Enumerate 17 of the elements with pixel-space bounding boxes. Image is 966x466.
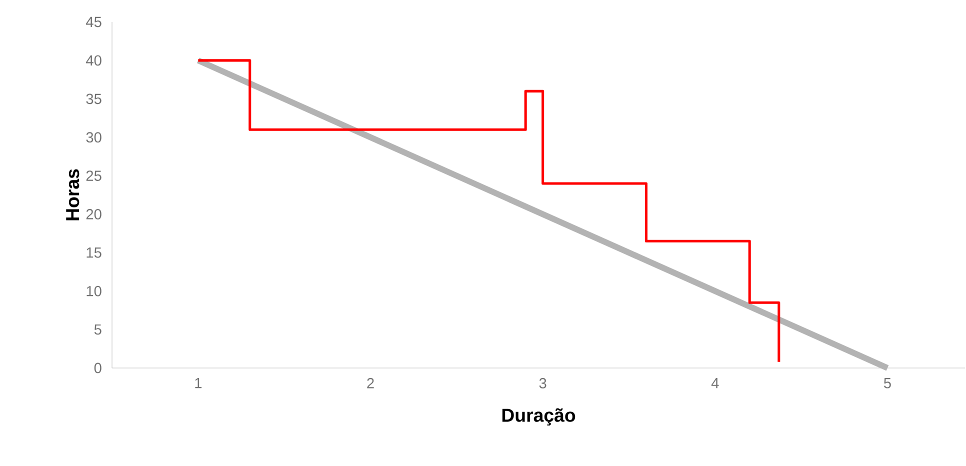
x-tick-label: 3	[539, 378, 546, 388]
y-tick-label: 0	[94, 362, 102, 374]
x-tick-label: 1	[195, 378, 202, 388]
y-tick-label: 45	[86, 16, 102, 28]
y-tick-label: 30	[86, 132, 102, 143]
x-tick-label: 2	[367, 378, 374, 388]
x-tick-label: 4	[711, 378, 719, 388]
y-tick-label: 15	[86, 248, 102, 258]
y-tick-label: 35	[86, 94, 102, 104]
y-tick-label: 40	[86, 55, 102, 66]
y-tick-label: 5	[94, 324, 102, 335]
y-tick-label: 20	[86, 209, 102, 220]
x-tick-label: 5	[884, 378, 891, 388]
y-tick-label: 25	[86, 170, 102, 181]
y-axis-title: Horas	[66, 169, 80, 220]
y-tick-label: 10	[86, 286, 102, 296]
x-axis-title: Duração	[502, 408, 576, 426]
